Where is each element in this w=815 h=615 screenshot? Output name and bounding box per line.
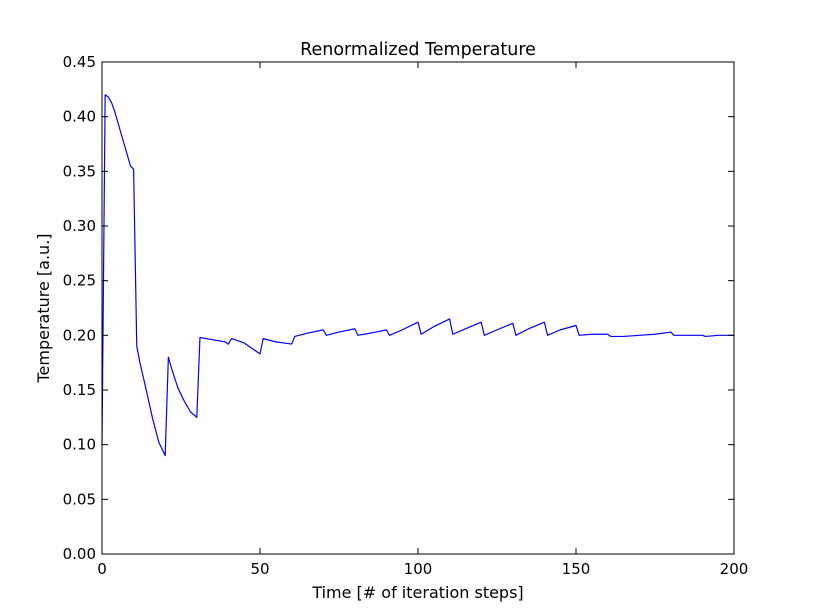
y-tick-label: 0.35 bbox=[63, 162, 96, 180]
y-tick-label: 0.00 bbox=[63, 545, 96, 563]
x-tick-label: 100 bbox=[404, 560, 433, 578]
y-tick-label: 0.10 bbox=[63, 436, 96, 454]
y-tick-label: 0.15 bbox=[63, 381, 96, 399]
x-tick-label: 150 bbox=[562, 560, 591, 578]
y-axis-label: Temperature [a.u.] bbox=[34, 233, 53, 383]
series-line-0 bbox=[101, 94, 734, 457]
y-tick-label: 0.45 bbox=[63, 53, 96, 71]
y-tick-label: 0.30 bbox=[63, 217, 96, 235]
axis-ticks: 0 50 100 150 200 0.00 0.05 0.10 0.15 0.20 0.25 0.30… bbox=[63, 53, 749, 578]
y-tick-label: 0.20 bbox=[63, 326, 96, 344]
plot-area bbox=[101, 94, 734, 457]
x-axis-label: Time [# of iteration steps] bbox=[311, 583, 523, 602]
x-tick-label: 0 bbox=[97, 560, 107, 578]
y-tick-label: 0.05 bbox=[63, 490, 96, 508]
chart-title: Renormalized Temperature bbox=[300, 40, 536, 60]
y-tick-label: 0.25 bbox=[63, 272, 96, 290]
x-tick-label: 50 bbox=[250, 560, 269, 578]
plot-frame bbox=[101, 61, 735, 555]
x-tick-label: 200 bbox=[720, 560, 749, 578]
y-tick-label: 0.40 bbox=[63, 108, 96, 126]
